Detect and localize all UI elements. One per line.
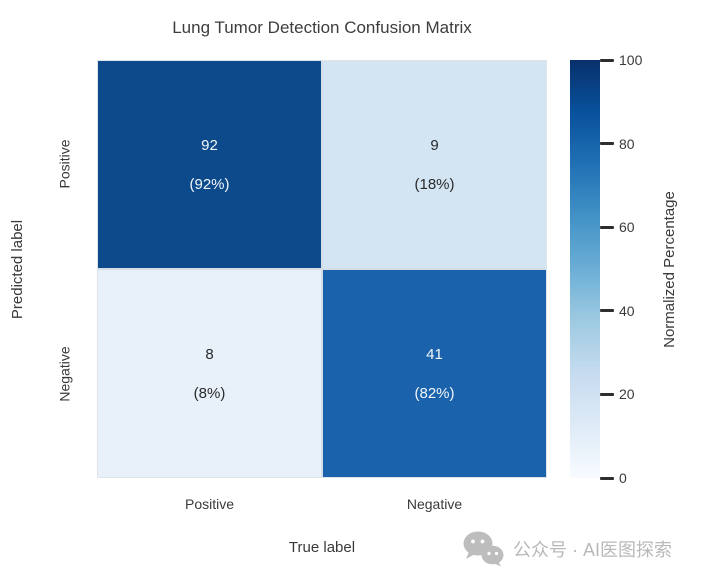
tick-label: 80 [619, 135, 635, 152]
watermark: 公众号 · AI医图探索 [462, 530, 672, 568]
cell-true-negative: 41 (82%) [323, 270, 546, 477]
tick-label: 60 [619, 219, 635, 236]
cell-false-negative: 8 (8%) [98, 270, 321, 477]
cell-percent: (8%) [193, 384, 226, 402]
cell-percent: (18%) [414, 175, 455, 193]
cell-value: 9 [430, 136, 439, 154]
colorbar-tick-40: 40 [600, 303, 635, 319]
colorbar-ticks: 100 80 60 40 20 0 [600, 52, 660, 486]
colorbar-title: Normalized Percentage [660, 190, 678, 348]
tick-mark [600, 225, 614, 229]
cell-value: 41 [426, 345, 443, 363]
y-axis-title-text: Predicted label [9, 219, 27, 319]
y-tick-negative: Negative [57, 346, 74, 402]
chart-title: Lung Tumor Detection Confusion Matrix [172, 18, 472, 37]
y-tick-positive: Positive [57, 139, 73, 189]
tick-label: 20 [619, 386, 635, 403]
colorbar-tick-80: 80 [600, 136, 635, 152]
cell-percent: (82%) [414, 384, 455, 402]
cell-true-positive: 92 (92%) [98, 61, 321, 268]
tick-mark [600, 476, 614, 480]
tick-mark [600, 142, 614, 146]
tick-mark [600, 58, 614, 62]
colorbar-tick-60: 60 [600, 219, 635, 235]
x-tick-negative: Negative [406, 496, 463, 512]
heatmap-grid: 92 (92%) 9 (18%) 8 (8%) 41 (82%) [97, 60, 547, 478]
tick-mark [600, 309, 614, 313]
y-axis-title: Predicted label [4, 60, 32, 478]
tick-mark [600, 392, 614, 396]
cell-percent: (92%) [189, 175, 230, 193]
colorbar-tick-100: 100 [600, 52, 642, 68]
cell-value: 8 [205, 345, 214, 363]
colorbar-gradient [570, 60, 600, 478]
colorbar-tick-0: 0 [600, 470, 627, 486]
x-axis-title: True label [288, 539, 356, 556]
x-tick-positive: Positive [184, 496, 235, 512]
tick-label: 100 [619, 52, 643, 68]
colorbar-tick-20: 20 [600, 386, 635, 402]
cell-value: 92 [201, 136, 218, 154]
tick-label: 40 [619, 302, 635, 319]
tick-label: 0 [619, 470, 627, 486]
cell-false-positive: 9 (18%) [323, 61, 546, 268]
wechat-icon [463, 531, 504, 567]
watermark-text: 公众号 · AI医图探索 [513, 540, 673, 560]
